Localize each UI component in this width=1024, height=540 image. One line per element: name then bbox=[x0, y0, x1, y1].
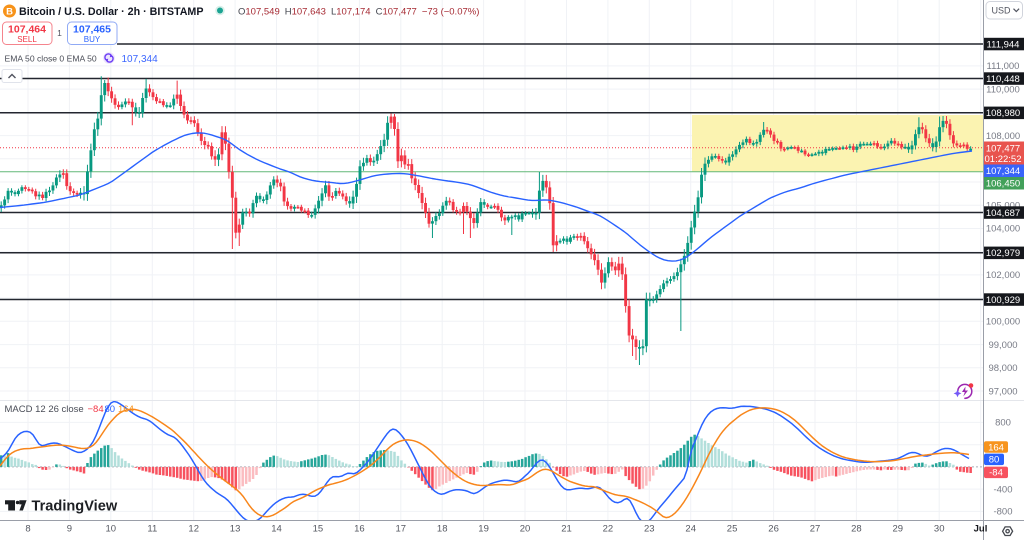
svg-text:107,477: 107,477 bbox=[986, 144, 1020, 155]
svg-text:15: 15 bbox=[313, 524, 324, 535]
svg-text:100,929: 100,929 bbox=[986, 295, 1020, 306]
svg-text:Bitcoin / U.S. Dollar · 2h · B: Bitcoin / U.S. Dollar · 2h · BITSTAMP bbox=[19, 6, 203, 18]
svg-text:111,944: 111,944 bbox=[987, 39, 1020, 50]
svg-text:100,000: 100,000 bbox=[986, 317, 1020, 328]
svg-text:SELL: SELL bbox=[17, 35, 37, 44]
svg-text:29: 29 bbox=[893, 524, 904, 535]
svg-text:9: 9 bbox=[67, 524, 72, 535]
svg-text:106,450: 106,450 bbox=[986, 179, 1020, 190]
svg-text:B: B bbox=[6, 6, 13, 17]
svg-text:−84: −84 bbox=[88, 404, 104, 415]
svg-text:98,000: 98,000 bbox=[988, 363, 1017, 374]
svg-text:14: 14 bbox=[271, 524, 282, 535]
svg-text:164: 164 bbox=[988, 442, 1004, 453]
svg-text:99,000: 99,000 bbox=[988, 340, 1017, 351]
svg-text:-800: -800 bbox=[993, 506, 1012, 517]
svg-text:17: 17 bbox=[396, 524, 407, 535]
svg-text:80: 80 bbox=[989, 455, 1000, 466]
svg-text:01:22:52: 01:22:52 bbox=[985, 154, 1022, 165]
svg-text:102,979: 102,979 bbox=[986, 248, 1020, 259]
svg-text:107,465: 107,465 bbox=[73, 24, 111, 36]
svg-text:11: 11 bbox=[147, 524, 157, 535]
svg-text:104,687: 104,687 bbox=[986, 208, 1020, 219]
svg-text:TradingView: TradingView bbox=[32, 499, 118, 515]
svg-text:97,000: 97,000 bbox=[988, 386, 1017, 397]
svg-text:Jul: Jul bbox=[974, 524, 988, 535]
svg-text:BUY: BUY bbox=[84, 35, 101, 44]
svg-text:26: 26 bbox=[768, 524, 779, 535]
svg-text:-400: -400 bbox=[993, 484, 1012, 495]
svg-text:105,000: 105,000 bbox=[986, 201, 1020, 212]
svg-text:18: 18 bbox=[437, 524, 448, 535]
svg-text:107,344: 107,344 bbox=[122, 54, 159, 65]
svg-text:28: 28 bbox=[851, 524, 862, 535]
svg-text:MACD 12 26 close: MACD 12 26 close bbox=[5, 404, 84, 415]
svg-text:107,464: 107,464 bbox=[8, 24, 46, 36]
svg-text:110,000: 110,000 bbox=[986, 84, 1020, 95]
svg-text:-84: -84 bbox=[989, 468, 1003, 479]
svg-text:27: 27 bbox=[810, 524, 821, 535]
svg-text:13: 13 bbox=[230, 524, 241, 535]
svg-text:80: 80 bbox=[105, 404, 116, 415]
svg-text:108,000: 108,000 bbox=[986, 131, 1020, 142]
svg-text:108,980: 108,980 bbox=[986, 108, 1020, 119]
svg-text:107,344: 107,344 bbox=[986, 166, 1020, 177]
svg-text:23: 23 bbox=[644, 524, 655, 535]
svg-text:19: 19 bbox=[478, 524, 489, 535]
svg-text:21: 21 bbox=[561, 524, 572, 535]
svg-text:USD: USD bbox=[992, 6, 1012, 16]
svg-text:24: 24 bbox=[685, 524, 696, 535]
svg-text:22: 22 bbox=[603, 524, 614, 535]
svg-text:104,000: 104,000 bbox=[986, 224, 1020, 235]
svg-text:164: 164 bbox=[118, 404, 134, 415]
svg-text:8: 8 bbox=[25, 524, 30, 535]
svg-text:30: 30 bbox=[934, 524, 945, 535]
svg-text:EMA 50 close 0 EMA 50: EMA 50 close 0 EMA 50 bbox=[5, 54, 97, 64]
svg-text:10: 10 bbox=[106, 524, 117, 535]
svg-text:110,448: 110,448 bbox=[986, 74, 1020, 85]
svg-text:800: 800 bbox=[995, 418, 1011, 429]
svg-text:102,000: 102,000 bbox=[986, 270, 1020, 281]
svg-text:20: 20 bbox=[520, 524, 531, 535]
svg-text:25: 25 bbox=[727, 524, 738, 535]
svg-text:1: 1 bbox=[57, 28, 62, 38]
svg-text:111,000: 111,000 bbox=[987, 61, 1020, 72]
svg-text:12: 12 bbox=[188, 524, 199, 535]
svg-text:16: 16 bbox=[354, 524, 365, 535]
